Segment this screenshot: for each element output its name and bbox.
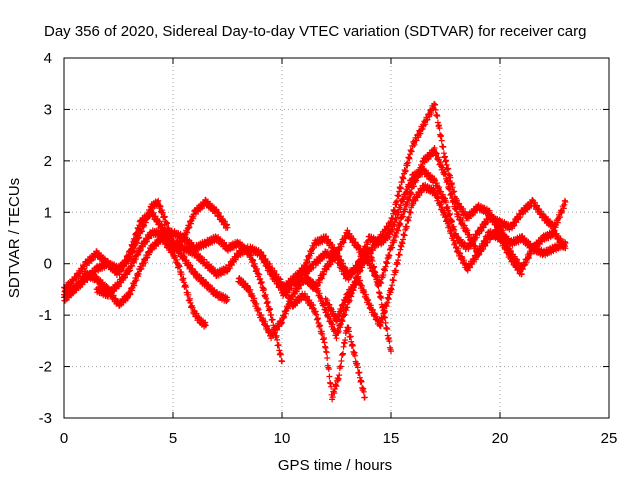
x-tick-label: 10: [274, 430, 291, 447]
y-tick-label: 3: [44, 101, 52, 118]
y-tick-label: -1: [39, 307, 52, 324]
data-series: [322, 181, 525, 330]
x-tick-label: 25: [601, 430, 618, 447]
y-tick-label: 1: [44, 204, 52, 221]
data-point-markers: [322, 181, 525, 330]
x-axis-label: GPS time / hours: [278, 457, 392, 474]
x-tick-label: 20: [492, 430, 509, 447]
plot-frame: [63, 57, 610, 419]
chart-title: Day 356 of 2020, Sidereal Day-to-day VTE…: [44, 23, 586, 40]
y-tick-label: 4: [44, 50, 52, 67]
x-tick-label: 5: [169, 430, 177, 447]
x-tick-label: 15: [383, 430, 400, 447]
y-axis-label: SDTVAR / TECUs: [6, 178, 23, 298]
data-marks: [61, 100, 569, 403]
y-tick-label: 0: [44, 256, 52, 273]
axis-ticks: 0 5 10 15 20 25 -3 -2 -1 0 1 2 3 4: [39, 50, 618, 447]
y-tick-label: -3: [39, 410, 52, 427]
y-tick-label: 2: [44, 153, 52, 170]
y-tick-label: -2: [39, 359, 52, 376]
x-tick-label: 0: [60, 430, 68, 447]
